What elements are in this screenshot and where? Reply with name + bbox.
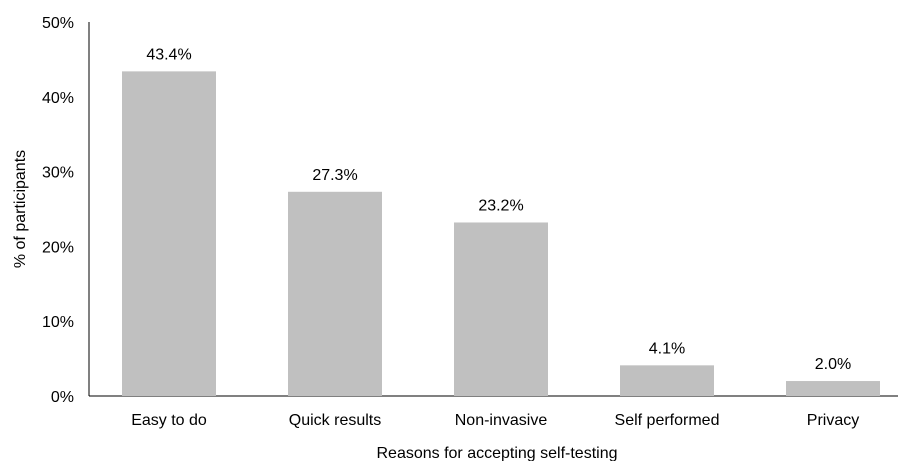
bar-4 xyxy=(786,381,880,396)
y-tick-label-0: 0% xyxy=(51,389,74,406)
data-label-4: 2.0% xyxy=(815,356,851,373)
y-tick-label-2: 20% xyxy=(42,239,74,256)
data-labels: 43.4% 27.3% 23.2% 4.1% 2.0% xyxy=(146,46,851,373)
data-label-0: 43.4% xyxy=(146,46,191,63)
category-label-4: Privacy xyxy=(807,412,859,429)
category-label-2: Non-invasive xyxy=(455,412,548,429)
bar-3 xyxy=(620,365,714,396)
data-label-2: 23.2% xyxy=(478,197,523,214)
bar-1 xyxy=(288,191,382,396)
category-label-0: Easy to do xyxy=(131,412,207,429)
bar-2 xyxy=(454,222,548,396)
data-label-3: 4.1% xyxy=(649,340,685,357)
category-label-3: Self performed xyxy=(615,412,720,429)
bar-0 xyxy=(122,71,216,397)
category-labels: Easy to do Quick results Non-invasive Self … xyxy=(131,412,859,429)
data-label-1: 27.3% xyxy=(312,167,357,184)
y-tick-labels: 0% 10% 20% 30% 40% 50% xyxy=(42,15,74,406)
bars xyxy=(122,71,880,397)
y-tick-label-3: 30% xyxy=(42,165,74,182)
y-tick-label-1: 10% xyxy=(42,314,74,331)
y-tick-label-5: 50% xyxy=(42,15,74,32)
x-axis-title: Reasons for accepting self-testing xyxy=(376,445,617,461)
y-tick-label-4: 40% xyxy=(42,90,74,107)
category-label-1: Quick results xyxy=(289,412,381,429)
y-axis-title: % of participants xyxy=(12,150,29,268)
